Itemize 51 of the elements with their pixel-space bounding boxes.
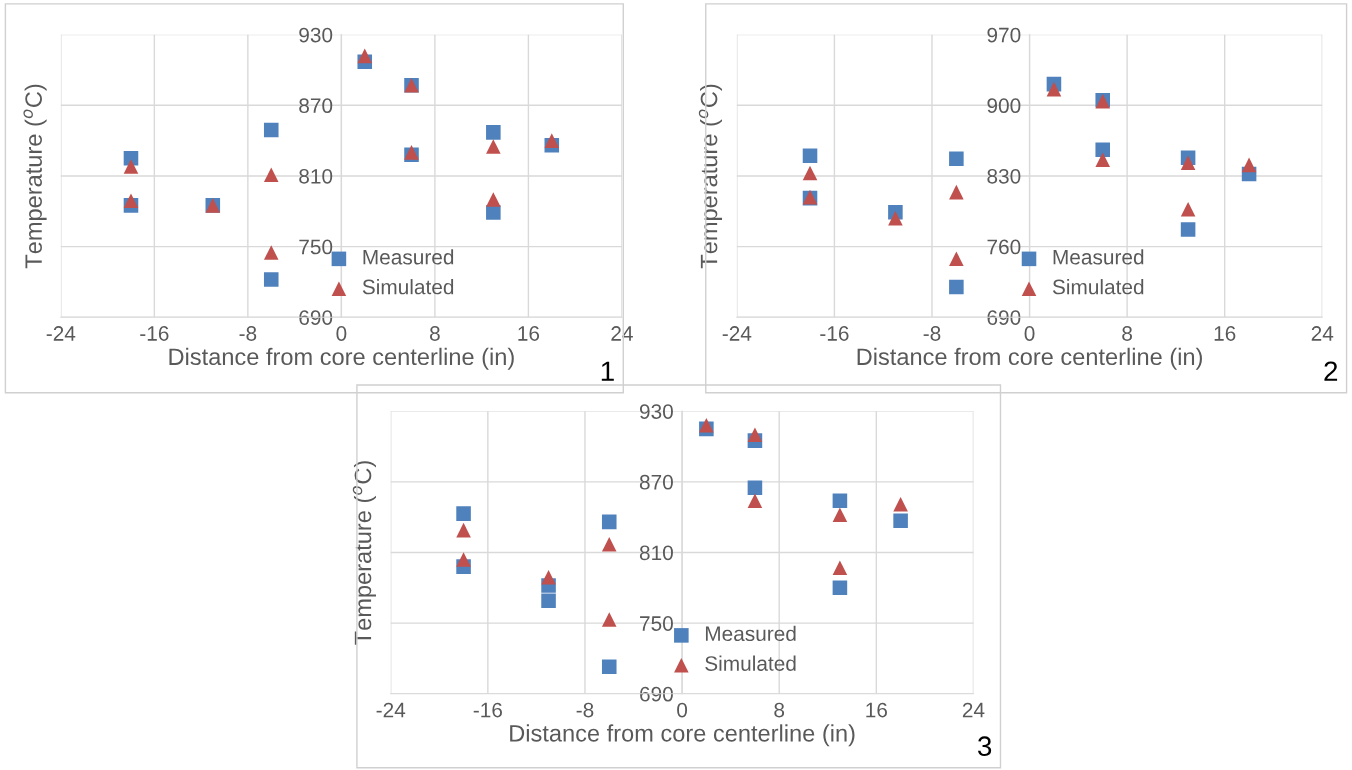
x-tick-label: -16 [820, 326, 849, 341]
legend-label: Measured [363, 249, 454, 265]
x-tick-label: -24 [722, 326, 752, 341]
x-tick-label: -8 [239, 326, 257, 341]
x-tick-label: 24 [611, 326, 633, 341]
legend-label: Simulated [1052, 279, 1144, 295]
x-tick-label: 16 [866, 702, 887, 718]
x-tick-label: 8 [430, 326, 440, 341]
x-tick-label: -16 [140, 326, 169, 341]
text: 2 [1324, 361, 1338, 381]
x-axis-title: Distance from core centerline (in) [510, 724, 855, 747]
y-axis-title: Temperature ($^{o}$C) [698, 84, 723, 269]
x-tick-label: 0 [677, 702, 688, 718]
legend-label: Simulated [705, 655, 796, 671]
y-tick-label: 970 [987, 27, 1021, 43]
y-tick-label: 930 [639, 404, 673, 419]
legend-label: Simulated [362, 279, 454, 295]
x-tick-label: -8 [923, 326, 941, 341]
x-tick-label: -8 [576, 702, 594, 718]
x-tick-label: -24 [376, 702, 406, 718]
y-tick-label: 750 [640, 616, 673, 631]
y-tick-label: 760 [987, 239, 1021, 255]
y-tick-label: 830 [987, 168, 1021, 184]
y-tick-label: 810 [299, 168, 333, 184]
text: 1 [601, 361, 614, 381]
x-tick-label: 16 [1214, 326, 1236, 341]
text: 3 [977, 736, 992, 757]
y-tick-label: 870 [639, 474, 673, 490]
legend-label: Measured [1053, 249, 1144, 265]
y-tick-label: 900 [987, 98, 1021, 114]
x-tick-label: 24 [1311, 326, 1334, 341]
x-tick-label: 8 [1122, 326, 1133, 341]
x-tick-label: 8 [774, 702, 785, 718]
x-tick-label: 0 [1024, 326, 1035, 341]
x-tick-label: 0 [336, 326, 347, 341]
y-tick-label: 690 [987, 310, 1021, 325]
y-tick-label: 810 [639, 545, 673, 561]
x-tick-label: 24 [962, 702, 985, 718]
x-tick-label: 16 [518, 326, 540, 341]
legend-label: Measured [705, 625, 796, 642]
y-axis-title: Temperature ($^{o}$C) [23, 84, 47, 269]
x-tick-label: -24 [46, 326, 76, 341]
y-tick-label: 750 [299, 239, 333, 255]
x-axis-title: Distance from core centerline (in) [169, 347, 514, 370]
x-tick-label: -16 [473, 702, 502, 718]
y-axis-title: Temperature ($^{o}$C) [352, 461, 376, 645]
x-axis-title: Distance from core centerline (in) [857, 347, 1202, 370]
y-tick-label: 690 [299, 310, 333, 325]
y-tick-label: 870 [299, 98, 333, 114]
y-tick-label: 930 [299, 27, 333, 43]
y-tick-label: 690 [640, 686, 673, 702]
